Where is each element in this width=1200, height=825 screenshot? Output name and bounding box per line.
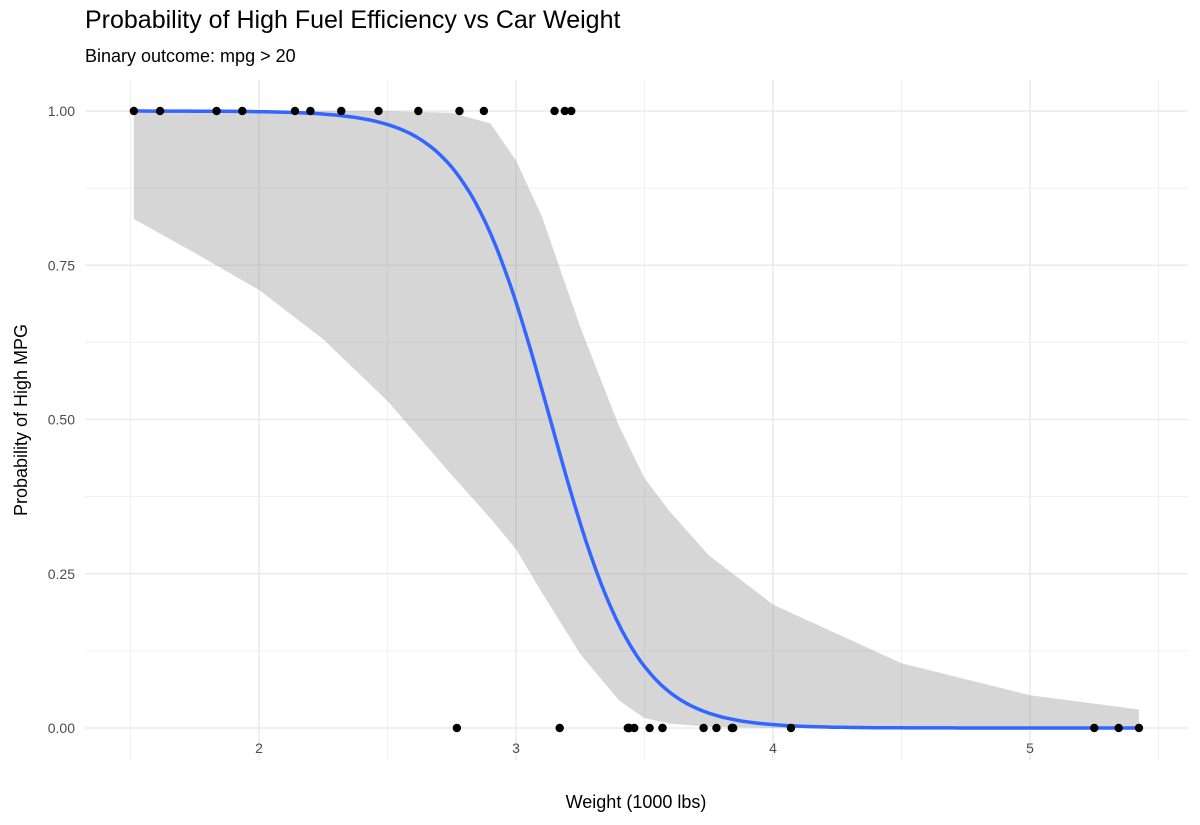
chart-title: Probability of High Fuel Efficiency vs C… — [85, 6, 621, 34]
data-point — [212, 106, 221, 116]
data-point — [455, 106, 464, 116]
data-point — [374, 106, 383, 116]
data-point — [645, 723, 654, 733]
y-axis-title: Probability of High MPG — [11, 324, 31, 516]
data-point — [1134, 723, 1144, 733]
logistic-fit-line — [133, 109, 1139, 730]
data-point — [306, 106, 315, 116]
data-point — [560, 106, 570, 116]
y-tick-label: 0.25 — [48, 566, 75, 582]
data-point — [238, 106, 247, 116]
data-point — [555, 723, 564, 733]
data-point — [290, 106, 300, 116]
y-tick-label: 0.75 — [48, 257, 75, 273]
data-point — [129, 106, 139, 116]
data-point — [658, 723, 667, 733]
data-point — [155, 106, 165, 116]
y-tick-label: 0.00 — [48, 720, 75, 736]
data-point — [699, 723, 708, 733]
x-axis-title: Weight (1000 lbs) — [566, 792, 707, 812]
data-point — [414, 106, 423, 116]
y-tick-label: 0.50 — [48, 412, 75, 428]
data-point — [728, 723, 738, 733]
x-tick-label: 4 — [769, 740, 777, 756]
data-point — [337, 106, 346, 116]
data-point — [786, 723, 796, 733]
confidence-ribbon — [133, 111, 1139, 728]
x-tick-label: 2 — [255, 740, 263, 756]
data-point — [567, 106, 576, 116]
data-point — [550, 106, 559, 116]
data-point — [1090, 723, 1099, 733]
y-tick-label: 1.00 — [48, 103, 75, 119]
data-point — [630, 723, 639, 733]
data-point — [479, 106, 489, 116]
data-point — [452, 723, 462, 733]
chart-subtitle: Binary outcome: mpg > 20 — [85, 46, 296, 66]
data-point — [712, 723, 721, 733]
data-point — [1114, 723, 1123, 733]
x-tick-label: 5 — [1026, 740, 1034, 756]
x-tick-label: 3 — [512, 740, 520, 756]
